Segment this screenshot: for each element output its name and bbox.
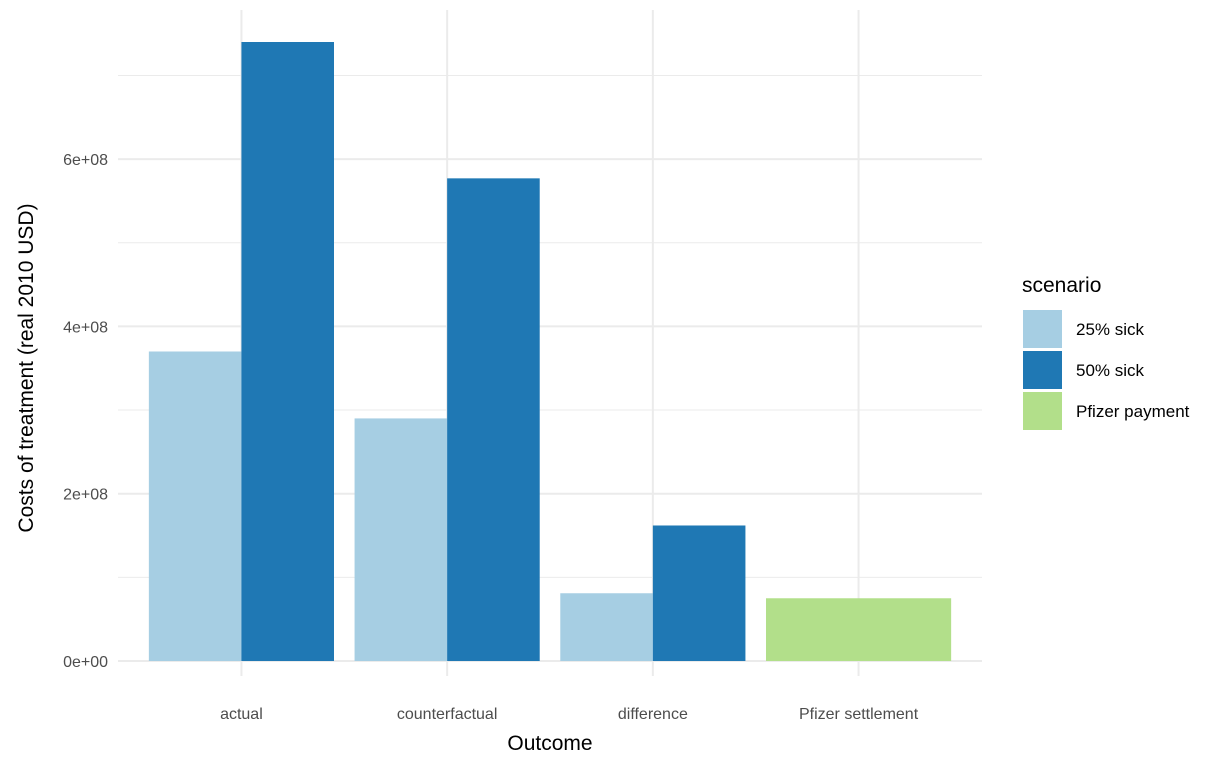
bar-difference-50-sick xyxy=(652,525,746,661)
y-tick-label: 2e+08 xyxy=(63,487,108,504)
bar-actual-50-sick xyxy=(241,42,334,661)
legend-label: 25% sick xyxy=(1076,320,1145,339)
legend-title: scenario xyxy=(1022,274,1101,297)
y-tick-label: 4e+08 xyxy=(63,319,108,336)
legend-items: 25% sick 50% sick Pfizer payment xyxy=(1023,310,1190,430)
x-tick-label: Pfizer settlement xyxy=(799,706,919,723)
bar-difference-25-sick xyxy=(560,593,653,661)
bar-counterfactual-50-sick xyxy=(447,178,540,661)
y-tick-label: 0e+00 xyxy=(63,654,108,671)
x-tick-label: difference xyxy=(618,706,688,723)
y-axis-title: Costs of treatment (real 2010 USD) xyxy=(15,203,38,532)
legend: scenario 25% sick 50% sick Pfizer payment xyxy=(1022,274,1190,430)
y-axis-tick-labels: 0e+00 2e+08 4e+08 6e+08 xyxy=(63,152,108,671)
bar-counterfactual-25-sick xyxy=(354,418,448,661)
legend-label: Pfizer payment xyxy=(1076,402,1190,421)
bars xyxy=(148,42,952,661)
y-tick-label: 6e+08 xyxy=(63,152,108,169)
x-tick-label: counterfactual xyxy=(397,706,498,723)
legend-swatch xyxy=(1023,392,1062,430)
bar-actual-25-sick xyxy=(148,351,242,661)
bar-pfizer-settlement-pfizer-payment xyxy=(766,598,952,661)
x-axis-title: Outcome xyxy=(507,732,592,755)
x-tick-label: actual xyxy=(220,706,263,723)
legend-swatch xyxy=(1023,310,1062,348)
legend-label: 50% sick xyxy=(1076,361,1145,380)
legend-swatch xyxy=(1023,351,1062,389)
x-axis-tick-labels: actual counterfactual difference Pfizer set… xyxy=(220,706,919,723)
